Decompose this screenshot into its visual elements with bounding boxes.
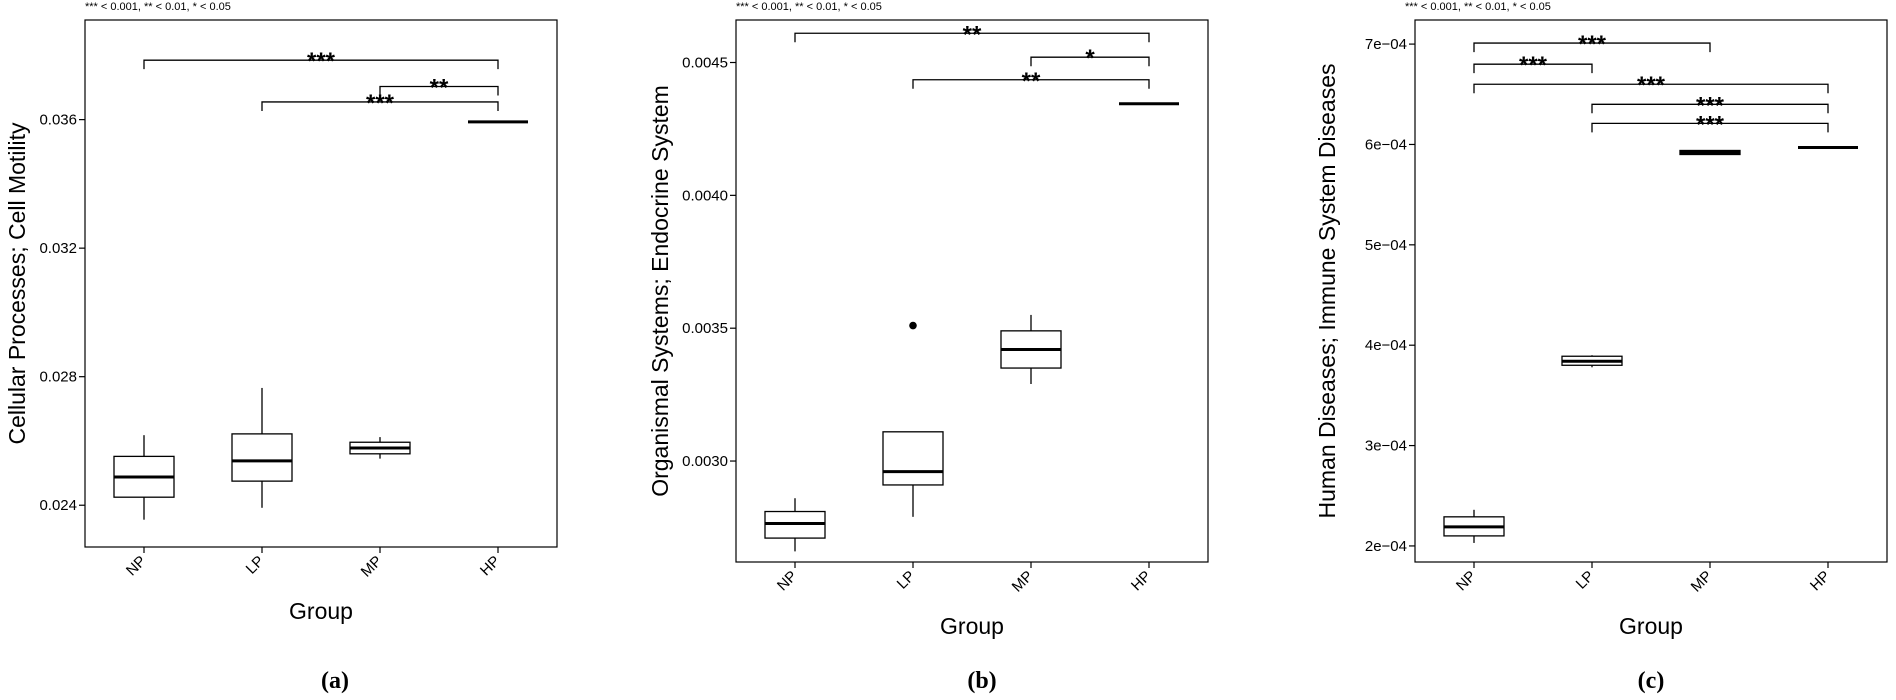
significance-label: *** — [1519, 52, 1548, 79]
x-tick-label: NP — [1453, 568, 1480, 595]
x-tick-label: LP — [894, 568, 919, 593]
x-tick-label: HP — [1807, 568, 1834, 595]
panel-a: *** < 0.001, ** < 0.01, * < 0.05 0.024 0.0… — [4, 1, 558, 694]
box-lp — [882, 431, 944, 517]
significance-label: ** — [963, 21, 982, 48]
significance-label: *** — [1637, 72, 1666, 99]
y-tick-label: 0.0030 — [682, 453, 728, 470]
significance-bracket: ** — [912, 68, 1150, 95]
significance-label: ** — [430, 75, 449, 102]
x-tick-label: MP — [1688, 568, 1716, 596]
bracket-line — [1473, 42, 1711, 53]
bracket-line — [1591, 122, 1829, 133]
iqr-box — [231, 433, 293, 482]
bracket-line — [1030, 56, 1150, 67]
plot-frame — [84, 19, 558, 548]
significance-note: *** < 0.001, ** < 0.01, * < 0.05 — [1405, 1, 1551, 13]
panel-label: (a) — [321, 668, 349, 694]
y-tick-label: 6e−04 — [1365, 136, 1407, 153]
bracket-line — [1473, 63, 1593, 74]
bracket-line — [1591, 103, 1829, 114]
significance-bracket: *** — [1591, 92, 1829, 119]
y-tick-label: 7e−04 — [1365, 36, 1407, 53]
y-tick-label: 5e−04 — [1365, 237, 1407, 254]
y-tick-label: 0.0045 — [682, 55, 728, 72]
y-tick-label: 0.0040 — [682, 187, 728, 204]
plot-frame — [735, 19, 1209, 563]
significance-label: *** — [1696, 92, 1725, 119]
significance-label: * — [1085, 45, 1095, 72]
x-tick-label: HP — [477, 553, 504, 580]
y-tick-label: 0.032 — [39, 240, 77, 257]
significance-bracket: ** — [379, 75, 499, 102]
x-tick-label: LP — [1573, 568, 1598, 593]
x-axis-title: Group — [289, 598, 353, 624]
box-mp — [1679, 149, 1741, 156]
bracket-line — [1473, 83, 1829, 94]
x-tick-label: NP — [774, 568, 801, 595]
x-tick-label: HP — [1128, 568, 1155, 595]
significance-bracket: *** — [1473, 52, 1593, 79]
significance-bracket: *** — [261, 90, 499, 117]
significance-label: *** — [1578, 31, 1607, 58]
box-np — [764, 498, 826, 552]
panel-c: *** < 0.001, ** < 0.01, * < 0.05 2e−04 3e−… — [1314, 1, 1888, 694]
y-tick-label: 0.028 — [39, 369, 77, 386]
significance-note: *** < 0.001, ** < 0.01, * < 0.05 — [85, 1, 231, 13]
x-axis-title: Group — [940, 613, 1004, 639]
bracket-line — [794, 32, 1150, 43]
significance-bracket: ** — [794, 21, 1150, 48]
significance-bracket: *** — [1473, 31, 1711, 58]
iqr-box — [882, 431, 944, 486]
significance-bracket: * — [1030, 45, 1150, 72]
box-lp — [1561, 355, 1623, 368]
significance-label: ** — [1022, 68, 1041, 95]
bracket-line — [143, 59, 499, 70]
box-lp — [231, 387, 293, 508]
x-tick-label: LP — [243, 553, 268, 578]
significance-bracket: *** — [1473, 72, 1829, 99]
significance-bracket: *** — [143, 48, 499, 75]
x-tick-label: NP — [123, 553, 150, 580]
y-tick-label: 0.024 — [39, 497, 77, 514]
x-tick-label: MP — [358, 553, 386, 581]
y-tick-label: 3e−04 — [1365, 438, 1407, 455]
y-tick-label: 0.036 — [39, 112, 77, 129]
x-axis-title: Group — [1619, 613, 1683, 639]
significance-label: *** — [307, 48, 336, 75]
plot-frame — [1414, 19, 1888, 563]
significance-label: *** — [366, 90, 395, 117]
y-axis-title: Cellular Processes; Cell Motility — [4, 122, 30, 445]
box-mp — [349, 437, 411, 459]
box-np — [113, 435, 175, 520]
bracket-line — [912, 79, 1150, 89]
box-np — [1443, 509, 1505, 543]
significance-label: *** — [1696, 111, 1725, 138]
panel-label: (c) — [1638, 668, 1665, 694]
y-tick-label: 0.0035 — [682, 320, 728, 337]
box-mp — [1000, 314, 1062, 384]
panel-label: (b) — [967, 668, 996, 694]
y-axis-title: Human Diseases; Immune System Diseases — [1314, 63, 1340, 518]
bracket-line — [261, 101, 499, 111]
bracket-line — [379, 85, 499, 96]
significance-bracket: *** — [1591, 111, 1829, 138]
panel-b: *** < 0.001, ** < 0.01, * < 0.05 0.0030 0.… — [647, 1, 1209, 694]
y-tick-label: 4e−04 — [1365, 337, 1407, 354]
y-axis-title: Organismal Systems; Endocrine System — [647, 85, 673, 497]
y-tick-label: 2e−04 — [1365, 538, 1407, 555]
significance-note: *** < 0.001, ** < 0.01, * < 0.05 — [736, 1, 882, 13]
x-tick-label: MP — [1009, 568, 1037, 596]
outlier-point — [909, 321, 917, 330]
